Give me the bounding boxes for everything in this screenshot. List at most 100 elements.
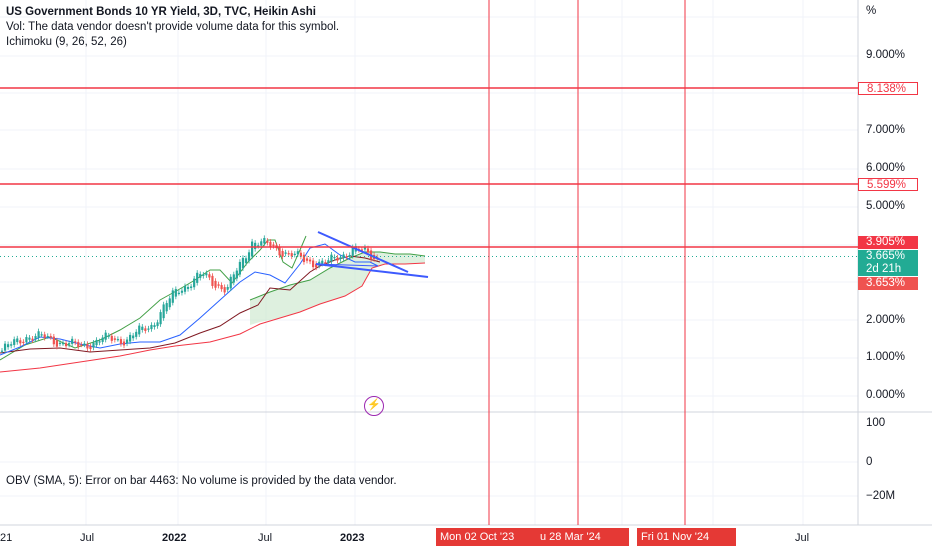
candle-body (241, 257, 245, 269)
candle-body (193, 278, 196, 288)
candle-body (345, 256, 348, 258)
candle-body (235, 270, 238, 279)
span-b-line (0, 262, 426, 373)
candle-body (40, 334, 43, 336)
volume-note: Vol: The data vendor doesn't provide vol… (6, 21, 340, 33)
candle-body (141, 326, 144, 330)
candle-body (315, 263, 318, 268)
candle-body (247, 252, 251, 261)
candle-body (183, 286, 187, 292)
time-tick: 2023 (340, 532, 365, 544)
candle-body (71, 338, 74, 344)
candle-body (22, 341, 25, 344)
candle-body (196, 272, 199, 283)
candle-body (162, 304, 165, 319)
level-badge: 5.599% (858, 178, 918, 191)
ichimoku-legend[interactable]: Ichimoku (9, 26, 52, 26) (6, 36, 127, 48)
countdown-badge: 2d 21h (858, 263, 918, 276)
level-badge: 8.138% (858, 82, 918, 95)
obv-tick: −20M (866, 490, 896, 502)
triangle-pattern[interactable] (315, 231, 429, 278)
time-tick: Jul (80, 532, 95, 544)
candle-body (214, 280, 217, 288)
price-tick: 2.000% (866, 314, 906, 326)
candle-body (0, 350, 4, 352)
candle-body (55, 340, 58, 347)
price-tick: 9.000% (866, 49, 906, 61)
candle-body (308, 259, 312, 262)
candle-body (290, 253, 293, 257)
candle-body (171, 290, 174, 303)
candle-body (366, 248, 370, 253)
prev-close-badge: 3.653% (858, 277, 918, 290)
candle-body (327, 260, 330, 263)
candle-body (7, 344, 10, 348)
price-axis-unit: % (866, 5, 877, 17)
candle-body (281, 250, 284, 257)
price-tick: 6.000% (866, 162, 906, 174)
candle-body (321, 260, 324, 264)
candle-body (342, 254, 345, 259)
time-tick: 2022 (162, 532, 187, 544)
candle-body (10, 344, 13, 346)
candle-body (202, 274, 205, 276)
candle-body (34, 336, 37, 340)
candle-body (211, 275, 214, 286)
candle-body (98, 341, 101, 343)
candle-body (220, 285, 223, 290)
chart-title[interactable]: US Government Bonds 10 YR Yield, 3D, TVC… (6, 6, 316, 18)
candle-body (177, 292, 180, 294)
candle-body (101, 337, 104, 342)
candle-body (92, 342, 95, 348)
candle-body (284, 252, 287, 254)
candle-body (254, 242, 257, 250)
candle-body (324, 262, 327, 264)
candle-body (25, 337, 28, 343)
candle-body (293, 253, 296, 256)
candle-body (129, 334, 132, 342)
candle-body (119, 339, 123, 345)
time-tick: Jul (795, 532, 810, 544)
candle-body (58, 342, 62, 345)
obv-tick: 0 (866, 456, 873, 468)
heikin-ashi-candles (0, 235, 379, 354)
candle-body (116, 339, 119, 341)
candle-body (95, 339, 98, 346)
candle-body (205, 273, 208, 276)
candle-body (266, 240, 269, 243)
candle-body (217, 284, 220, 286)
obv-error-note: OBV (SMA, 5): Error on bar 4463: No volu… (6, 475, 397, 487)
time-tick: Jul (258, 532, 273, 544)
candle-body (77, 341, 80, 348)
candle-body (180, 290, 184, 293)
candle-body (46, 336, 49, 338)
candle-body (28, 337, 31, 340)
candle-body (269, 241, 272, 248)
candle-body (360, 249, 363, 251)
candle-body (122, 341, 126, 346)
price-tick: 5.000% (866, 200, 906, 212)
date-badge-nov-2024: Fri 01 Nov '24 (637, 528, 736, 546)
candle-body (238, 261, 241, 275)
candle-body (16, 338, 19, 343)
candle-body (263, 238, 266, 244)
price-tick: 0.000% (866, 389, 906, 401)
candle-body (135, 331, 138, 337)
candle-body (363, 247, 367, 250)
candle-body (110, 335, 113, 341)
date-badge-mar-2024: u 28 Mar '24 (536, 528, 629, 546)
candle-body (229, 276, 232, 289)
candle-body (13, 339, 16, 345)
lightning-icon[interactable]: ⚡ (364, 396, 384, 416)
candle-body (299, 252, 302, 257)
date-badge-oct-2023: Mon 02 Oct '23 (436, 528, 540, 546)
candle-body (272, 244, 275, 246)
candle-body (113, 338, 116, 340)
obv-tick: 100 (866, 417, 886, 429)
candle-body (260, 241, 263, 246)
candle-body (159, 312, 162, 325)
candle-body (83, 343, 86, 345)
candle-body (244, 258, 248, 264)
candle-body (150, 324, 153, 330)
